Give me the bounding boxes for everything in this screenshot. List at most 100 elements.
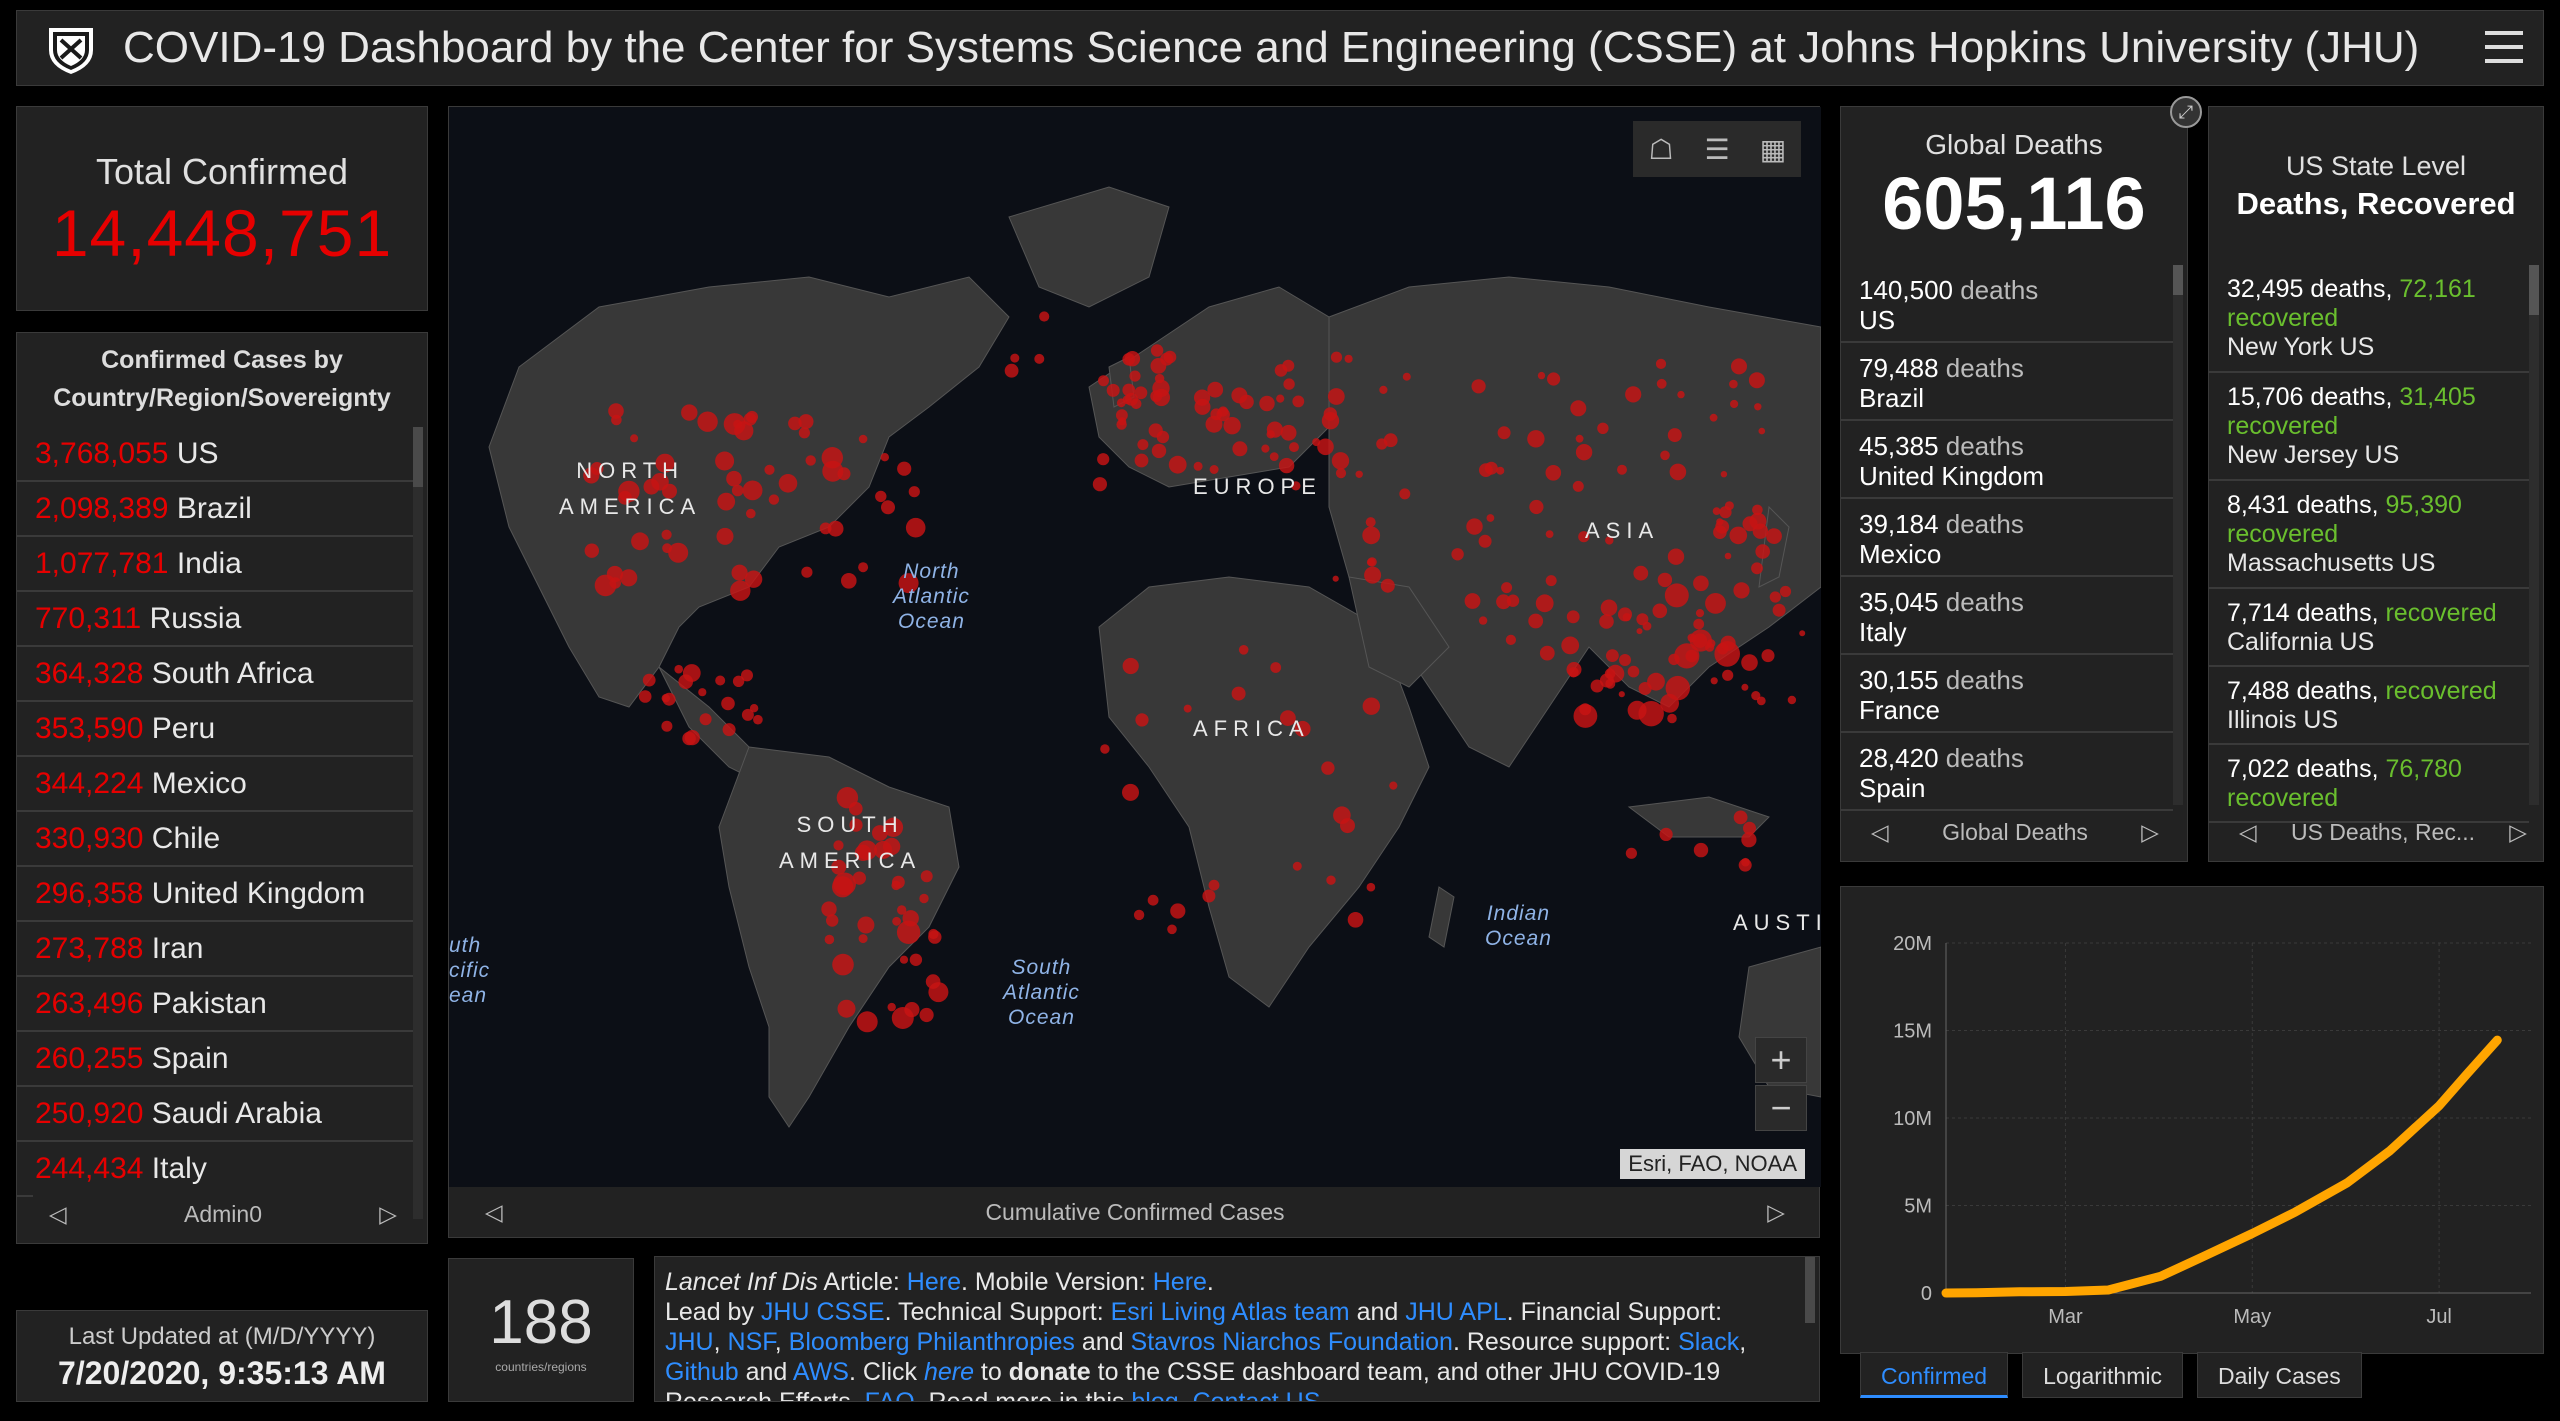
country-list-item[interactable]: 250,920 Saudi Arabia [17, 1087, 415, 1142]
us-state-item[interactable]: 32,495 deaths, 72,161 recovered New York U… [2209, 265, 2529, 373]
case-bubble[interactable] [1276, 394, 1285, 403]
case-bubble[interactable] [1572, 480, 1584, 492]
case-bubble[interactable] [891, 1007, 914, 1029]
case-bubble[interactable] [1034, 353, 1045, 364]
country-list-scrollbar[interactable] [413, 427, 423, 1219]
case-bubble[interactable] [717, 492, 736, 511]
case-bubble[interactable] [1705, 593, 1726, 614]
case-bubble[interactable] [1231, 387, 1248, 404]
case-bubble[interactable] [1799, 630, 1806, 637]
case-bubble[interactable] [1545, 465, 1562, 481]
case-bubble[interactable] [1566, 662, 1582, 677]
case-bubble[interactable] [875, 490, 887, 503]
case-bubble[interactable] [618, 490, 632, 505]
case-bubble[interactable] [734, 421, 754, 441]
case-bubble[interactable] [1106, 383, 1120, 397]
case-bubble[interactable] [726, 470, 742, 487]
case-bubble[interactable] [743, 412, 757, 426]
case-bubble[interactable] [1100, 744, 1110, 754]
case-bubble[interactable] [1118, 417, 1127, 426]
case-bubble[interactable] [651, 473, 669, 491]
case-bubble[interactable] [731, 564, 748, 581]
case-bubble[interactable] [1151, 443, 1167, 459]
case-bubble[interactable] [1627, 665, 1640, 678]
case-bubble[interactable] [1147, 894, 1159, 906]
case-bubble[interactable] [1133, 909, 1145, 921]
case-bubble[interactable] [805, 455, 816, 466]
case-bubble[interactable] [1207, 381, 1224, 398]
case-bubble[interactable] [1660, 693, 1679, 713]
jhu-csse-link[interactable]: JHU CSSE [760, 1298, 885, 1326]
case-bubble[interactable] [768, 494, 780, 505]
case-bubble[interactable] [697, 411, 718, 432]
case-bubble[interactable] [919, 893, 929, 904]
country-list-item[interactable]: 353,590 Peru [17, 702, 415, 757]
case-bubble[interactable] [1312, 438, 1321, 447]
case-bubble[interactable] [1655, 358, 1667, 369]
case-bubble[interactable] [1332, 575, 1339, 582]
case-bubble[interactable] [909, 953, 923, 966]
case-bubble[interactable] [1292, 395, 1305, 408]
case-bubble[interactable] [1335, 468, 1347, 479]
case-bubble[interactable] [1600, 599, 1618, 617]
case-bubble[interactable] [1379, 385, 1388, 394]
case-bubble[interactable] [1575, 444, 1593, 461]
case-bubble[interactable] [1656, 378, 1667, 389]
case-bubble[interactable] [732, 675, 745, 687]
case-bubble[interactable] [826, 914, 839, 927]
case-bubble[interactable] [742, 480, 763, 501]
chevron-right-icon[interactable]: ▷ [379, 1200, 397, 1227]
case-bubble[interactable] [858, 434, 868, 444]
case-bubble[interactable] [1748, 372, 1765, 389]
case-bubble[interactable] [1344, 354, 1353, 363]
case-bubble[interactable] [928, 928, 939, 940]
case-bubble[interactable] [583, 467, 600, 484]
case-bubble[interactable] [1733, 582, 1750, 599]
case-bubble[interactable] [611, 414, 622, 426]
case-bubble[interactable] [832, 953, 854, 976]
jhu-link[interactable]: JHU [665, 1328, 714, 1356]
case-bubble[interactable] [1719, 506, 1732, 519]
case-bubble[interactable] [1289, 442, 1299, 453]
case-bubble[interactable] [1152, 388, 1170, 407]
case-bubble[interactable] [1399, 488, 1411, 500]
case-bubble[interactable] [1664, 583, 1689, 608]
case-bubble[interactable] [1667, 548, 1685, 565]
case-bubble[interactable] [1347, 912, 1364, 928]
case-bubble[interactable] [731, 484, 744, 497]
nsf-link[interactable]: NSF [727, 1328, 775, 1356]
case-bubble[interactable] [1779, 585, 1792, 598]
case-bubble[interactable] [1599, 614, 1614, 629]
us-state-item[interactable]: 15,706 deaths, 31,405 recovered New Jersey… [2209, 373, 2529, 481]
case-bubble[interactable] [1362, 697, 1380, 715]
case-bubble[interactable] [1715, 519, 1730, 534]
case-bubble[interactable] [1729, 526, 1748, 545]
case-bubble[interactable] [1208, 879, 1220, 891]
case-bubble[interactable] [661, 694, 670, 703]
case-bubble[interactable] [887, 1002, 896, 1012]
case-bubble[interactable] [928, 982, 949, 1003]
bloomberg-link[interactable]: Bloomberg Philanthropies [788, 1328, 1075, 1356]
case-bubble[interactable] [908, 486, 920, 498]
case-bubble[interactable] [753, 714, 763, 725]
chart-tab[interactable]: Logarithmic [2022, 1352, 2183, 1398]
case-bubble[interactable] [1606, 649, 1619, 662]
case-bubble[interactable] [882, 837, 901, 856]
qr-grid-icon[interactable]: ▦ [1759, 133, 1787, 165]
case-bubble[interactable] [681, 404, 698, 421]
case-bubble[interactable] [1743, 821, 1756, 835]
case-bubble[interactable] [1331, 452, 1350, 470]
country-list-item[interactable]: 260,255 Spain [17, 1032, 415, 1087]
case-bubble[interactable] [678, 674, 693, 689]
case-bubble[interactable] [1627, 700, 1647, 720]
case-bubble[interactable] [1148, 423, 1163, 438]
case-bubble[interactable] [1722, 669, 1734, 681]
case-bubble[interactable] [1752, 523, 1769, 539]
case-bubble[interactable] [1116, 409, 1128, 422]
case-bubble[interactable] [638, 690, 652, 703]
case-bubble[interactable] [858, 562, 869, 573]
case-bubble[interactable] [1769, 591, 1781, 603]
case-bubble[interactable] [1636, 613, 1649, 626]
case-bubble[interactable] [1280, 710, 1296, 726]
case-bubble[interactable] [852, 871, 866, 885]
